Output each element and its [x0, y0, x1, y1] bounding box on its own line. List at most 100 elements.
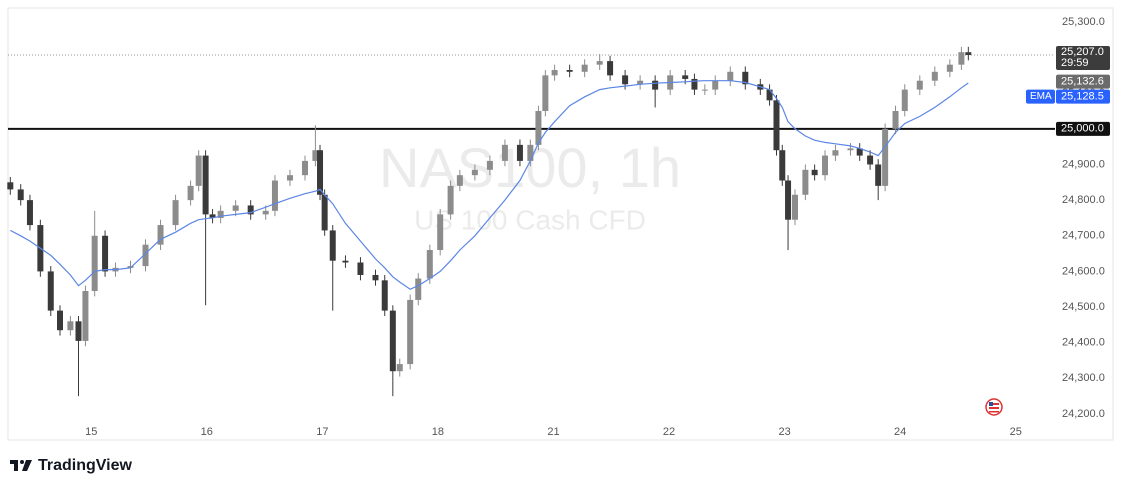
- y-tick-label: 24,500.0: [1062, 301, 1105, 313]
- candle-body: [312, 150, 319, 161]
- candle-body: [566, 70, 573, 72]
- candle-body: [901, 89, 908, 112]
- candle-body: [172, 200, 179, 226]
- logo: [10, 460, 32, 471]
- x-tick-label: 17: [316, 426, 328, 438]
- candle-body: [958, 52, 965, 65]
- candle-body: [766, 89, 773, 101]
- candle-body: [357, 262, 364, 275]
- candle-body: [329, 230, 336, 261]
- candle-body: [701, 89, 708, 91]
- candle-body: [486, 160, 493, 170]
- candle-body: [456, 175, 463, 186]
- y-tick-label: 24,800.0: [1062, 194, 1105, 206]
- candle-body: [91, 235, 98, 292]
- candle-body: [779, 150, 786, 181]
- candle-body: [916, 80, 923, 90]
- ema-name-box: [1026, 89, 1055, 104]
- candle-body: [867, 155, 874, 165]
- candle-body: [785, 180, 792, 220]
- last-price-label: 25,207.0: [1061, 46, 1104, 58]
- candle-body: [396, 364, 403, 372]
- x-tick-label: 24: [894, 426, 906, 438]
- candle-body: [847, 148, 854, 151]
- y-tick-label: 24,700.0: [1062, 230, 1105, 242]
- candle-body: [271, 180, 278, 211]
- candle-body: [856, 148, 863, 156]
- logo-text: TradingView: [38, 457, 133, 474]
- candle-body: [551, 70, 558, 76]
- y-tick-label: 24,900.0: [1062, 158, 1105, 170]
- candle-body: [75, 321, 82, 341]
- candle-body: [773, 100, 780, 151]
- last-price-box: [1056, 46, 1110, 71]
- candle-body: [652, 80, 659, 90]
- candle-body: [247, 205, 254, 215]
- candle-body: [232, 205, 239, 211]
- candle-body: [82, 291, 89, 341]
- x-tick-label: 16: [201, 426, 213, 438]
- candle-body: [102, 235, 109, 272]
- candle-body: [742, 71, 749, 85]
- candle-body: [321, 194, 328, 231]
- candle-body: [7, 182, 14, 190]
- x-tick-label: 22: [663, 426, 675, 438]
- candle-body: [142, 244, 149, 267]
- y-tick-label: 25,300.0: [1062, 16, 1105, 28]
- candle-body: [637, 80, 644, 85]
- candle-body: [946, 64, 953, 72]
- candle-body: [501, 144, 508, 161]
- candle-body: [26, 200, 33, 226]
- candle-body: [822, 155, 829, 176]
- candle-body: [381, 280, 388, 311]
- candle-body: [712, 80, 719, 90]
- candle-body: [802, 169, 809, 195]
- candle-body: [596, 61, 603, 65]
- x-tick-label: 21: [547, 426, 559, 438]
- candle-body: [187, 185, 194, 201]
- x-tick-label: 23: [778, 426, 790, 438]
- candle-body: [931, 71, 938, 81]
- candle-body: [471, 169, 478, 176]
- candle-body: [691, 78, 698, 90]
- price-marker-label: 25,132.6: [1061, 75, 1104, 87]
- candle-body: [389, 310, 396, 372]
- chart-frame: [7, 7, 1114, 441]
- candle-body: [535, 111, 542, 145]
- candle-body: [407, 299, 414, 365]
- countdown-label: 29:59: [1061, 57, 1089, 69]
- candle-body: [67, 321, 74, 331]
- candle-body: [447, 185, 454, 215]
- candle-body: [286, 175, 293, 181]
- candle-body: [301, 160, 308, 176]
- candle-body: [622, 75, 629, 85]
- candle-body: [157, 225, 164, 245]
- candle-body: [217, 210, 224, 218]
- x-tick-label: 18: [432, 426, 444, 438]
- candle-body: [811, 169, 818, 176]
- x-tick-label: 25: [1010, 426, 1022, 438]
- candle-body: [516, 144, 523, 161]
- ema-line: [10, 80, 969, 290]
- y-tick-label: 24,200.0: [1062, 408, 1105, 420]
- x-tick-label: 15: [85, 426, 97, 438]
- candle-body: [342, 260, 349, 263]
- candle-body: [437, 214, 444, 251]
- candle-body: [17, 189, 24, 201]
- candle-body: [892, 111, 899, 129]
- candle-body: [372, 274, 379, 281]
- candle-body: [527, 144, 534, 161]
- horizontal-level-box: [1056, 121, 1110, 136]
- candle-body: [682, 75, 689, 79]
- candle-body: [127, 266, 134, 268]
- candle-body: [202, 155, 209, 215]
- candle-body: [415, 278, 422, 300]
- candle-body: [727, 71, 734, 81]
- flag-icon: [985, 398, 1003, 416]
- y-tick-label: 24,400.0: [1062, 337, 1105, 349]
- horizontal-level-label: 25,000.0: [1061, 123, 1104, 135]
- ema-value-label: 25,128.5: [1061, 90, 1104, 102]
- candle-body: [607, 61, 614, 76]
